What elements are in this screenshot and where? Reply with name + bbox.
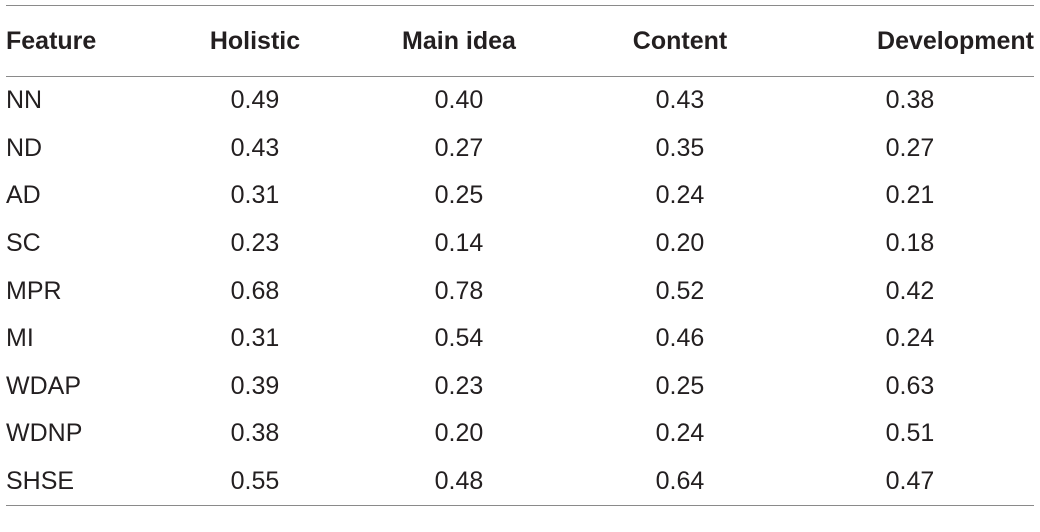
main-idea-cell: 0.40	[434, 86, 484, 115]
feature-cell: WDNP	[6, 419, 83, 448]
table-row: WDAP 0.39 0.23 0.25 0.63	[6, 363, 1034, 411]
content-cell: 0.25	[655, 371, 705, 400]
table-row: MPR 0.68 0.78 0.52 0.42	[6, 267, 1034, 315]
content-cell: 0.46	[655, 324, 705, 353]
feature-cell: SC	[6, 229, 41, 258]
feature-cell: ND	[6, 133, 43, 162]
content-cell: 0.20	[655, 229, 705, 258]
holistic-cell: 0.23	[230, 229, 280, 258]
holistic-cell: 0.39	[230, 371, 280, 400]
header-content: Content	[632, 26, 728, 55]
holistic-cell: 0.49	[230, 86, 280, 115]
holistic-cell: 0.68	[230, 276, 280, 305]
content-cell: 0.24	[655, 419, 705, 448]
main-idea-cell: 0.48	[434, 467, 484, 496]
content-cell: 0.35	[655, 133, 705, 162]
feature-correlation-table: Feature Holistic Main idea Content Devel…	[6, 5, 1034, 506]
header-feature: Feature	[6, 26, 97, 55]
main-idea-cell: 0.14	[434, 229, 484, 258]
holistic-cell: 0.55	[230, 467, 280, 496]
table-header-row: Feature Holistic Main idea Content Devel…	[6, 5, 1034, 77]
main-idea-cell: 0.78	[434, 276, 484, 305]
header-development: Development	[877, 26, 1034, 55]
header-holistic: Holistic	[209, 26, 301, 55]
table-row: NN 0.49 0.40 0.43 0.38	[6, 77, 1034, 125]
development-cell: 0.18	[885, 229, 935, 258]
table-row: SC 0.23 0.14 0.20 0.18	[6, 220, 1034, 268]
table-row: WDNP 0.38 0.20 0.24 0.51	[6, 410, 1034, 458]
table-row: AD 0.31 0.25 0.24 0.21	[6, 172, 1034, 220]
main-idea-cell: 0.25	[434, 181, 484, 210]
feature-cell: MPR	[6, 276, 62, 305]
feature-cell: NN	[6, 86, 43, 115]
development-cell: 0.24	[885, 324, 935, 353]
development-cell: 0.21	[885, 181, 935, 210]
feature-cell: WDAP	[6, 371, 81, 400]
header-main-idea: Main idea	[402, 26, 516, 55]
main-idea-cell: 0.20	[434, 419, 484, 448]
main-idea-cell: 0.27	[434, 133, 484, 162]
development-cell: 0.47	[885, 467, 935, 496]
content-cell: 0.24	[655, 181, 705, 210]
development-cell: 0.38	[885, 86, 935, 115]
holistic-cell: 0.31	[230, 324, 280, 353]
development-cell: 0.63	[885, 371, 935, 400]
holistic-cell: 0.31	[230, 181, 280, 210]
table-row: SHSE 0.55 0.48 0.64 0.47	[6, 458, 1034, 506]
content-cell: 0.64	[655, 467, 705, 496]
table-row: ND 0.43 0.27 0.35 0.27	[6, 125, 1034, 173]
content-cell: 0.52	[655, 276, 705, 305]
holistic-cell: 0.38	[230, 419, 280, 448]
holistic-cell: 0.43	[230, 133, 280, 162]
feature-correlation-table-container: Feature Holistic Main idea Content Devel…	[6, 5, 1034, 506]
development-cell: 0.42	[885, 276, 935, 305]
content-cell: 0.43	[655, 86, 705, 115]
feature-cell: SHSE	[6, 467, 75, 496]
development-cell: 0.51	[885, 419, 935, 448]
main-idea-cell: 0.23	[434, 371, 484, 400]
main-idea-cell: 0.54	[434, 324, 484, 353]
feature-cell: MI	[6, 324, 34, 353]
development-cell: 0.27	[885, 133, 935, 162]
feature-cell: AD	[6, 181, 41, 210]
table-row: MI 0.31 0.54 0.46 0.24	[6, 315, 1034, 363]
